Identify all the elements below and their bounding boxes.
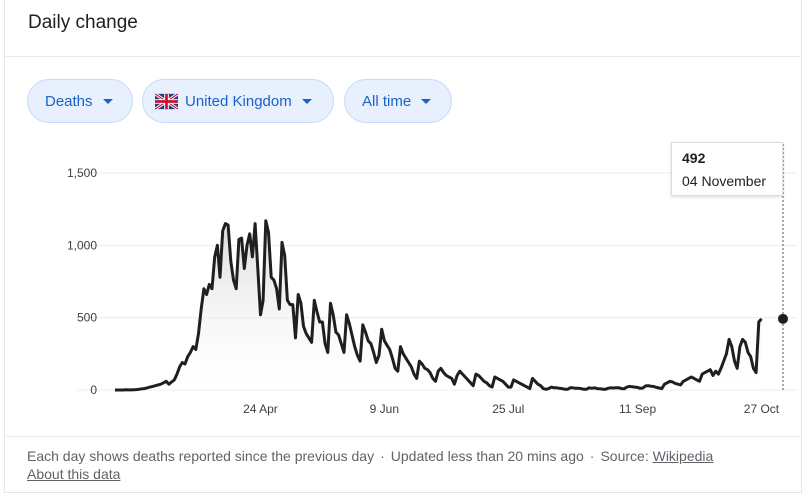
country-dropdown[interactable]: United Kingdom — [142, 79, 334, 123]
card-title: Daily change — [28, 12, 138, 33]
x-axis-ticks: 24 Apr 9 Jun 25 Jul 11 Sep 27 Oct — [243, 402, 780, 416]
y-tick-label: 500 — [77, 311, 97, 325]
metric-dropdown[interactable]: Deaths — [27, 79, 133, 123]
caret-down-icon — [301, 98, 312, 104]
y-tick-label: 0 — [90, 383, 97, 397]
about-data-link[interactable]: About this data — [27, 466, 121, 482]
header-divider — [5, 56, 801, 57]
series-area — [115, 220, 762, 390]
caret-down-icon — [102, 98, 113, 104]
y-tick-label: 1,000 — [67, 238, 97, 252]
country-dropdown-label: United Kingdom — [185, 92, 292, 110]
hover-point[interactable] — [778, 313, 788, 324]
source-link[interactable]: Wikipedia — [652, 448, 714, 464]
footer-divider — [5, 436, 801, 437]
gridlines — [77, 172, 797, 391]
footer: Each day shows deaths reported since the… — [27, 448, 714, 482]
footer-note: Each day shows deaths reported since the… — [27, 448, 375, 464]
tooltip-value: 492 — [682, 150, 706, 166]
tooltip-date: 04 November — [682, 173, 767, 189]
time-range-dropdown[interactable]: All time — [344, 79, 452, 123]
uk-flag-icon — [155, 92, 178, 110]
x-tick-label: 24 Apr — [243, 402, 278, 416]
x-tick-label: 11 Sep — [619, 402, 656, 416]
deaths-line-chart: 0 500 1,000 1,500 24 Apr 9 Jun 25 Jul 11 Sep 27… — [67, 144, 797, 416]
x-tick-label: 9 Jun — [370, 402, 399, 416]
footer-source-label: Source: — [600, 448, 649, 464]
daily-change-card: Daily change Deaths United Kingdom All t… — [4, 0, 802, 493]
time-range-dropdown-label: All time — [362, 92, 412, 110]
y-axis-ticks: 0 500 1,000 1,500 — [67, 166, 97, 397]
footer-updated: Updated less than 20 mins ago — [390, 448, 584, 464]
x-tick-label: 25 Jul — [492, 402, 524, 416]
metric-dropdown-label: Deaths — [45, 92, 93, 110]
caret-down-icon — [421, 98, 432, 104]
y-tick-label: 1,500 — [67, 166, 97, 180]
series-line — [115, 219, 763, 392]
x-tick-label: 27 Oct — [744, 402, 780, 416]
value-tooltip: 492 04 November — [671, 142, 783, 196]
